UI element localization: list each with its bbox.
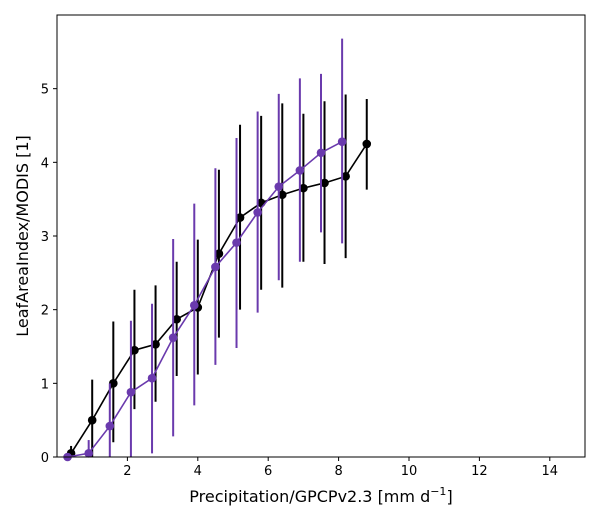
y-axis-label: LeafAreaIndex/MODIS [1] xyxy=(13,135,32,337)
data-point xyxy=(84,449,93,458)
y-tick-label: 5 xyxy=(41,83,49,98)
x-tick-label: 4 xyxy=(194,464,202,479)
data-point xyxy=(232,238,241,247)
data-point xyxy=(235,213,245,222)
data-point xyxy=(253,208,262,217)
plot-content xyxy=(63,38,372,462)
data-point xyxy=(214,249,224,258)
x-tick-label: 12 xyxy=(471,464,488,479)
data-point xyxy=(320,178,329,188)
data-point xyxy=(189,300,199,310)
data-point xyxy=(211,262,220,272)
data-point xyxy=(105,421,115,431)
data-point xyxy=(299,183,308,193)
data-point xyxy=(362,139,372,149)
data-point xyxy=(337,137,347,147)
data-point xyxy=(316,148,326,158)
y-tick-label: 0 xyxy=(41,451,49,466)
y-tick-label: 2 xyxy=(41,304,49,319)
data-point xyxy=(274,182,284,191)
x-tick-label: 6 xyxy=(264,464,272,479)
y-tick-label: 3 xyxy=(41,230,49,245)
series-1 xyxy=(63,38,347,462)
y-tick-label: 1 xyxy=(41,377,49,392)
data-point xyxy=(341,172,350,181)
data-point xyxy=(126,387,136,397)
y-tick-label: 4 xyxy=(41,156,49,171)
data-point xyxy=(295,166,305,175)
data-point xyxy=(130,345,139,355)
data-point xyxy=(151,339,160,349)
x-axis-ticks: 2 4 6 8 10 12 14 xyxy=(123,457,558,479)
data-point xyxy=(147,373,157,383)
data-point xyxy=(168,333,178,342)
x-tick-label: 2 xyxy=(123,464,131,479)
data-point xyxy=(109,379,118,388)
data-point xyxy=(87,415,97,425)
series-0 xyxy=(66,94,372,458)
x-axis-label: Precipitation/GPCPv2.3 [mm d−1] xyxy=(189,485,452,506)
series-line xyxy=(67,140,343,458)
data-point xyxy=(172,314,181,324)
y-axis-ticks: 0 1 2 3 4 5 xyxy=(41,83,57,466)
x-tick-label: 14 xyxy=(542,464,559,479)
x-tick-label: 10 xyxy=(401,464,418,479)
x-tick-label: 8 xyxy=(334,464,342,479)
data-point xyxy=(277,190,287,200)
